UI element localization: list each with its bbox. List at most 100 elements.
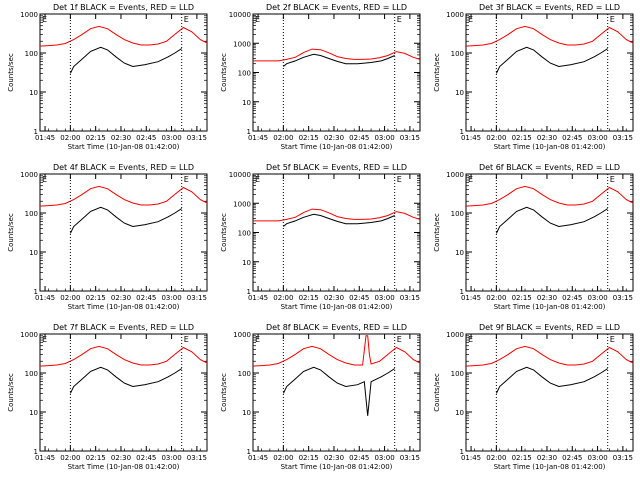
corner-mark-right: E [397,15,402,24]
x-axis-label: Start Time (10-Jan-08 01:42:00) [494,303,606,311]
y-tick-label: 100 [238,230,251,238]
lld-series-line [39,185,208,207]
lld-series-line [252,335,421,367]
panel-title: Det 4f BLACK = Events, RED = LLD [53,163,194,172]
x-tick-label: 02:00 [486,294,506,302]
panel-title: Det 8f BLACK = Events, RED = LLD [266,323,407,332]
y-tick-label: 100 [451,50,464,58]
x-tick-label: 03:00 [587,294,607,302]
x-tick-label: 03:00 [161,134,181,142]
panel-3: Det 3f BLACK = Events, RED = LLD 1 10 100 10… [433,3,634,151]
x-tick-label: 01:45 [35,134,55,142]
panel-title: Det 2f BLACK = Events, RED = LLD [266,3,407,12]
x-axis-label: Start Time (10-Jan-08 01:42:00) [68,463,180,471]
panel-title: Det 7f BLACK = Events, RED = LLD [53,323,194,332]
y-tick-label: 1000 [446,331,464,339]
plot-frame [39,13,208,132]
x-tick-label: 02:45 [349,134,369,142]
panel-1: Det 1f BLACK = Events, RED = LLD 1 10 100 10… [7,3,208,151]
panel-title: Det 3f BLACK = Events, RED = LLD [479,3,620,12]
x-tick-label: 02:30 [324,294,344,302]
corner-mark-right: E [397,335,402,344]
y-tick-label: 10 [455,249,464,257]
x-tick-label: 01:45 [461,454,481,462]
panel-title: Det 5f BLACK = Events, RED = LLD [266,163,407,172]
x-tick-label: 02:45 [562,294,582,302]
y-tick-label: 1 [247,448,251,456]
y-tick-label: 1000 [20,171,38,179]
x-tick-label: 02:30 [111,134,131,142]
x-tick-label: 01:45 [35,454,55,462]
x-tick-label: 02:45 [562,454,582,462]
x-tick-label: 02:30 [537,454,557,462]
x-tick-label: 02:45 [349,294,369,302]
plot-frame [39,173,208,292]
x-tick-label: 02:45 [349,454,369,462]
panel-7: Det 7f BLACK = Events, RED = LLD 1 10 100 10… [7,323,208,471]
lld-series-line [465,345,634,367]
y-tick-label: 1000 [446,11,464,19]
x-tick-label: 03:00 [587,454,607,462]
x-tick-label: 02:30 [537,294,557,302]
y-axis-label: Counts/sec [433,373,441,412]
x-tick-label: 02:15 [86,454,106,462]
panel-title: Det 6f BLACK = Events, RED = LLD [479,163,620,172]
x-tick-label: 03:15 [400,454,420,462]
events-series-line [495,206,608,234]
y-tick-label: 10 [29,409,38,417]
y-tick-label: 10 [29,249,38,257]
x-tick-label: 03:00 [587,134,607,142]
y-tick-label: 1000 [20,331,38,339]
x-tick-label: 02:30 [111,294,131,302]
corner-mark-left: E [255,15,260,24]
panel-5: Det 5f BLACK = Events, RED = LLD 1 10 100 10… [220,163,421,311]
x-tick-label: 03:15 [187,454,207,462]
y-tick-label: 1 [34,448,38,456]
x-tick-label: 02:45 [136,294,156,302]
events-series-line [69,366,182,394]
events-series-line [495,46,608,74]
corner-mark-right: E [610,15,615,24]
y-tick-label: 10 [455,89,464,97]
x-axis-label: Start Time (10-Jan-08 01:42:00) [281,303,393,311]
plot-frame [465,13,634,132]
corner-mark-left: E [255,175,260,184]
x-tick-label: 02:15 [86,134,106,142]
y-axis-label: Counts/sec [7,373,15,412]
events-series-line [283,213,395,227]
plot-frame [39,333,208,452]
x-tick-label: 03:00 [374,294,394,302]
x-tick-label: 03:15 [613,294,633,302]
y-tick-label: 1000 [233,40,251,48]
events-series-line [69,46,182,74]
corner-mark-left: E [468,175,473,184]
y-tick-label: 10 [242,99,251,107]
y-tick-label: 1 [460,448,464,456]
lld-series-line [465,185,634,207]
lld-series-line [465,25,634,47]
corner-mark-left: E [42,15,47,24]
panel-title: Det 9f BLACK = Events, RED = LLD [479,323,620,332]
y-tick-label: 100 [238,370,251,378]
y-tick-label: 1 [247,128,251,136]
y-tick-label: 1 [34,288,38,296]
corner-mark-right: E [184,15,189,24]
y-axis-label: Counts/sec [7,53,15,92]
events-series-line [282,366,395,416]
y-tick-label: 100 [238,70,251,78]
x-tick-label: 02:00 [273,134,293,142]
x-tick-label: 02:45 [136,454,156,462]
x-axis-label: Start Time (10-Jan-08 01:42:00) [281,143,393,151]
x-tick-label: 02:30 [111,454,131,462]
y-tick-label: 1000 [20,11,38,19]
x-axis-label: Start Time (10-Jan-08 01:42:00) [281,463,393,471]
corner-mark-left: E [468,15,473,24]
x-tick-label: 01:45 [461,294,481,302]
x-tick-label: 01:45 [35,294,55,302]
y-tick-label: 100 [25,50,38,58]
x-tick-label: 02:15 [86,294,106,302]
y-axis-label: Counts/sec [220,53,228,92]
x-tick-label: 02:00 [60,294,80,302]
lld-series-line [253,48,421,62]
x-tick-label: 02:30 [324,134,344,142]
